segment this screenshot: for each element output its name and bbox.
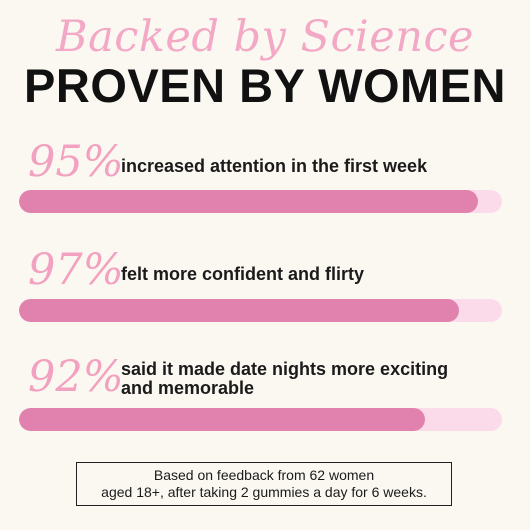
progress-track xyxy=(19,299,502,322)
stat-item-1: 95% increased attention in the first wee… xyxy=(0,137,530,247)
stat-percent: 97% xyxy=(28,245,124,295)
stat-item-2: 97% felt more confident and flirty xyxy=(0,245,530,355)
stat-percent: 92% xyxy=(28,352,124,402)
progress-fill xyxy=(19,190,478,213)
script-title: Backed by Science xyxy=(56,12,474,62)
progress-fill xyxy=(19,408,425,431)
progress-track xyxy=(19,408,502,431)
footnote-box: Based on feedback from 62 women aged 18+… xyxy=(76,462,452,506)
stat-description: felt more confident and flirty xyxy=(121,264,365,284)
stat-description: increased attention in the first week xyxy=(121,156,428,176)
main-title: PROVEN BY WOMEN xyxy=(24,59,506,112)
progress-fill xyxy=(19,299,459,322)
footnote-line-2: aged 18+, after taking 2 gummies a day f… xyxy=(101,484,427,500)
stat-percent: 95% xyxy=(28,137,124,187)
footnote-line-1: Based on feedback from 62 women xyxy=(153,467,375,483)
stat-item-3: 92% said it made date nights more exciti… xyxy=(0,352,530,462)
stat-description: said it made date nights more exciting a… xyxy=(121,359,449,398)
progress-track xyxy=(19,190,502,213)
